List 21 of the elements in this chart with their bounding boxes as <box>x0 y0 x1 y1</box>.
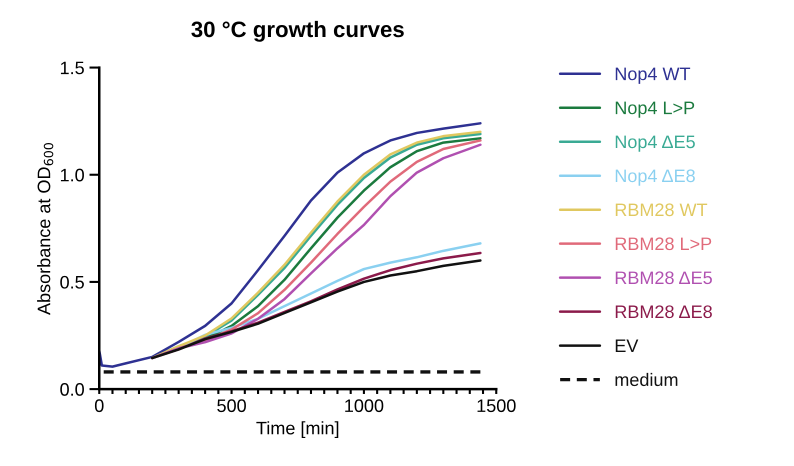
y-axis-title: Absorbance at OD$_{600}$ <box>37 143 54 315</box>
legend-label: Nop4 ΔE8 <box>616 169 695 186</box>
y-tick-label: 1.0 <box>60 168 84 182</box>
legend-label: RBM28 WT <box>616 203 708 216</box>
x-tick-label: 0 <box>94 399 104 412</box>
x-axis-title: Time [min] <box>256 421 338 438</box>
legend-label: RBM28 ΔE5 <box>616 271 712 284</box>
legend-label: RBM28 ΔE8 <box>616 305 712 318</box>
legend-label: Nop4 L>P <box>616 102 694 118</box>
x-tick-label: 500 <box>217 399 246 412</box>
legend-label: Nop4 WT <box>616 68 690 84</box>
y-tick-label: 1.5 <box>60 62 84 74</box>
legend-label: Nop4 ΔE5 <box>616 136 695 152</box>
y-tick-label: 0.0 <box>60 383 84 396</box>
x-tick-label: 1000 <box>345 399 384 412</box>
legend-label: RBM28 L>P <box>616 237 712 250</box>
chart-title: 30 °C growth curves <box>191 20 404 42</box>
y-tick-label: 0.5 <box>60 276 84 289</box>
legend-label: EV <box>616 340 638 352</box>
x-tick-label: 1500 <box>478 399 516 412</box>
legend-label: medium <box>616 372 678 386</box>
